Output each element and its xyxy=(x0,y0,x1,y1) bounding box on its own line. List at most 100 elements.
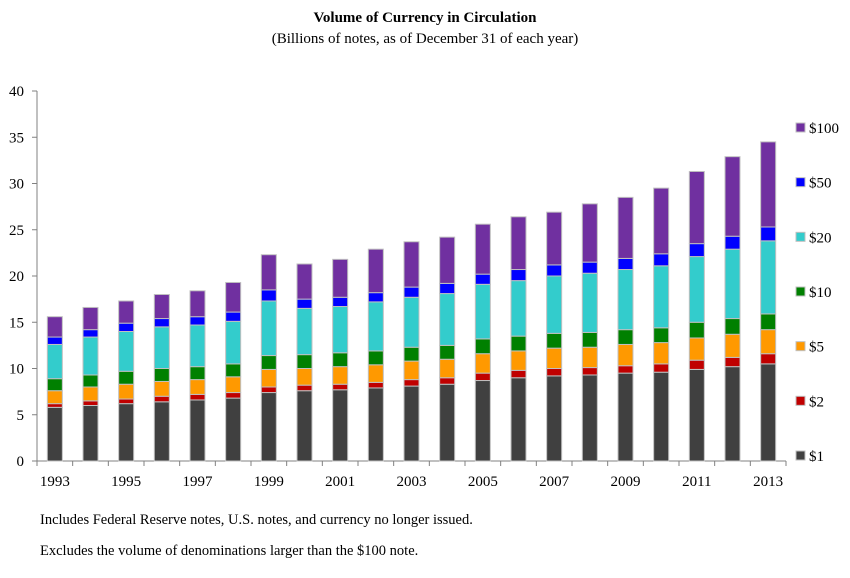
x-tick-label: 2009 xyxy=(611,474,641,490)
bar-segment xyxy=(189,316,206,326)
legend-label: $5 xyxy=(809,340,824,356)
bar-segment xyxy=(260,386,277,394)
bar-segment xyxy=(688,359,705,370)
bar-segment xyxy=(296,298,313,309)
bar-segment xyxy=(546,264,563,277)
bar-segment xyxy=(260,355,277,370)
bar-stack-1995 xyxy=(118,300,135,462)
bar-segment xyxy=(367,301,384,352)
bar-segment xyxy=(332,366,349,385)
bar-segment xyxy=(118,331,135,372)
bar-segment xyxy=(332,296,349,308)
bar-segment xyxy=(153,380,170,397)
legend-item: $2 xyxy=(795,394,824,410)
bar-segment xyxy=(82,386,99,402)
bar-segment xyxy=(82,329,99,338)
bar-segment xyxy=(617,372,634,462)
legend-label: $100 xyxy=(809,121,839,137)
bar-stack-2004 xyxy=(439,236,456,462)
y-tick-label: 10 xyxy=(9,362,24,378)
bar-stack-2006 xyxy=(510,216,527,462)
bar-segment xyxy=(189,290,206,318)
bar-segment xyxy=(332,306,349,354)
bar-segment xyxy=(367,381,384,389)
bar-segment xyxy=(510,350,527,371)
bar-segment xyxy=(367,292,384,303)
bar-segment xyxy=(581,272,598,333)
footnote-excludes: Excludes the volume of denominations lar… xyxy=(40,543,419,559)
bar-segment xyxy=(724,318,741,335)
y-tick-label: 0 xyxy=(17,454,25,470)
legend-label: $20 xyxy=(809,230,832,246)
x-tick-label: 2001 xyxy=(325,474,355,490)
bar-segment xyxy=(46,390,63,405)
bar-segment xyxy=(581,331,598,348)
bar-segment xyxy=(403,385,420,462)
bar-segment xyxy=(760,329,777,355)
bar-segment xyxy=(546,332,563,349)
bar-segment xyxy=(260,289,277,302)
chart-subtitle: (Billions of notes, as of December 31 of… xyxy=(271,31,579,47)
bar-segment xyxy=(617,196,634,259)
legend-item: $100 xyxy=(795,121,839,137)
bar-segment xyxy=(653,327,670,344)
footnote-includes: Includes Federal Reserve notes, U.S. not… xyxy=(40,512,473,528)
bar-stack-2003 xyxy=(403,241,420,462)
bar-segment xyxy=(225,376,242,394)
bar-segment xyxy=(760,226,777,242)
bar-segment xyxy=(118,300,135,324)
bar-segment xyxy=(189,399,206,462)
y-tick-label: 30 xyxy=(9,177,24,193)
bar-stack-2010 xyxy=(653,187,670,462)
bar-segment xyxy=(474,372,491,382)
bar-segment xyxy=(510,216,527,271)
bar-segment xyxy=(474,353,491,374)
x-tick-label: 2005 xyxy=(468,474,498,490)
y-tick-label: 5 xyxy=(17,408,25,424)
bar-segment xyxy=(403,346,420,362)
bar-segment xyxy=(332,389,349,462)
x-tick-label: 2007 xyxy=(539,474,570,490)
legend-swatch xyxy=(795,450,806,461)
bar-segment xyxy=(82,306,99,331)
chart-title: Volume of Currency in Circulation xyxy=(313,10,537,26)
bar-segment xyxy=(260,368,277,388)
bar-segment xyxy=(296,307,313,356)
bar-segment xyxy=(260,300,277,357)
bar-segment xyxy=(296,263,313,300)
bar-segment xyxy=(439,293,456,346)
bar-segment xyxy=(225,281,242,313)
bar-segment xyxy=(724,235,741,250)
bar-segment xyxy=(760,363,777,462)
bar-stack-1999 xyxy=(260,254,277,462)
bar-segment xyxy=(118,370,135,385)
bar-segment xyxy=(439,383,456,462)
bar-segment xyxy=(688,368,705,462)
bar-segment xyxy=(581,261,598,274)
bar-segment xyxy=(260,254,277,291)
legend-label: $10 xyxy=(809,285,832,301)
bar-segment xyxy=(617,365,634,374)
bar-stack-2000 xyxy=(296,263,313,462)
legend: $100 $50 $20 $10 $5 $2 $1 xyxy=(795,121,839,465)
bar-segment xyxy=(225,392,242,399)
legend-swatch xyxy=(795,341,806,352)
bar-segment xyxy=(546,211,563,266)
bar-segment xyxy=(617,343,634,367)
bar-segment xyxy=(688,321,705,339)
bar-segment xyxy=(46,406,63,462)
bar-segment xyxy=(46,336,63,345)
y-tick-label: 15 xyxy=(9,315,24,331)
x-tick-label: 2011 xyxy=(682,474,711,490)
bar-segment xyxy=(189,379,206,395)
y-tick-label: 25 xyxy=(9,223,24,239)
bar-segment xyxy=(546,368,563,377)
bar-segment xyxy=(439,236,456,284)
bar-segment xyxy=(653,265,670,329)
legend-swatch xyxy=(795,122,806,133)
bar-segment xyxy=(367,364,384,383)
bar-stack-1996 xyxy=(153,294,170,462)
bar-stack-2007 xyxy=(546,211,563,462)
bar-segment xyxy=(189,324,206,368)
